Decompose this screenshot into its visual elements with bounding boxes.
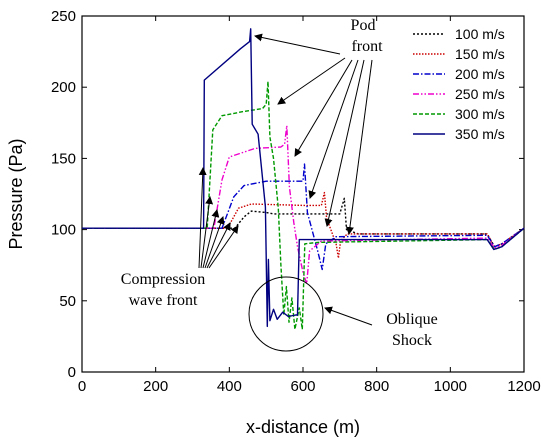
annotation-compression-line1: Compression	[121, 271, 205, 288]
annotation-pod-front-line1: Pod	[351, 17, 376, 34]
arrow-pod-front-150	[324, 59, 365, 227]
y-tick-label-2: 100	[51, 222, 76, 239]
x-tick-label-1: 200	[143, 378, 168, 395]
arrow-compression-250	[202, 209, 220, 269]
y-tick-label-3: 150	[51, 150, 76, 167]
arrow-pod-front-200	[308, 59, 359, 199]
annotation-compression-wave: Compression wave front	[121, 167, 239, 309]
legend-label-0: 100 m/s	[455, 26, 505, 42]
axis-ticks: 0 200 400 600 800 1000 1200 0 50 100 150 200 250	[51, 8, 541, 395]
series-line-5	[82, 28, 525, 328]
x-tick-label-5: 1000	[434, 378, 467, 395]
annotation-oblique-line2: Shock	[392, 332, 432, 349]
legend-label-2: 200 m/s	[455, 66, 505, 82]
legend-label-3: 250 m/s	[455, 86, 505, 102]
arrow-compression-100	[208, 225, 239, 269]
y-axis-label: Pressure (Pa)	[6, 138, 26, 249]
x-axis-label: x-distance (m)	[246, 417, 360, 437]
y-tick-label-1: 50	[59, 293, 76, 310]
arrow-pod-front-350	[254, 33, 341, 55]
series-line-0	[82, 197, 525, 248]
annotation-oblique-line1: Oblique	[386, 311, 438, 328]
series-layer	[82, 28, 525, 330]
y-tick-label-5: 250	[51, 8, 76, 25]
annotation-pod-front-line2: front	[351, 38, 383, 55]
arrow-compression-200	[204, 216, 225, 269]
series-line-2	[82, 163, 525, 271]
x-tick-label-0: 0	[78, 378, 86, 395]
oblique-shock-circle	[248, 276, 324, 352]
legend-label-1: 150 m/s	[455, 46, 505, 62]
x-tick-label-2: 400	[217, 378, 242, 395]
legend: 100 m/s 150 m/s 200 m/s 250 m/s 300 m/s 350 m…	[413, 26, 505, 142]
x-tick-label-3: 600	[290, 378, 315, 395]
annotation-compression-line2: wave front	[129, 292, 198, 309]
legend-label-4: 300 m/s	[455, 106, 505, 122]
arrow-pod-front-250	[294, 59, 353, 157]
arrow-oblique-shock	[324, 306, 373, 326]
arrow-pod-front-300	[277, 57, 346, 105]
legend-label-5: 350 m/s	[455, 126, 505, 142]
arrow-compression-300	[200, 196, 214, 269]
y-tick-label-0: 0	[68, 364, 76, 381]
y-tick-label-4: 200	[51, 79, 76, 96]
arrow-pod-front-100	[345, 59, 373, 235]
series-line-3	[82, 124, 525, 285]
annotation-pod-front: Pod front	[254, 17, 383, 235]
x-tick-label-6: 1200	[507, 378, 540, 395]
series-line-1	[82, 191, 525, 259]
x-tick-label-4: 800	[364, 378, 389, 395]
arrow-compression-150	[206, 222, 231, 269]
arrow-compression-350	[198, 167, 207, 269]
annotation-oblique-shock: Oblique Shock	[248, 276, 438, 352]
series-line-4	[82, 80, 525, 330]
